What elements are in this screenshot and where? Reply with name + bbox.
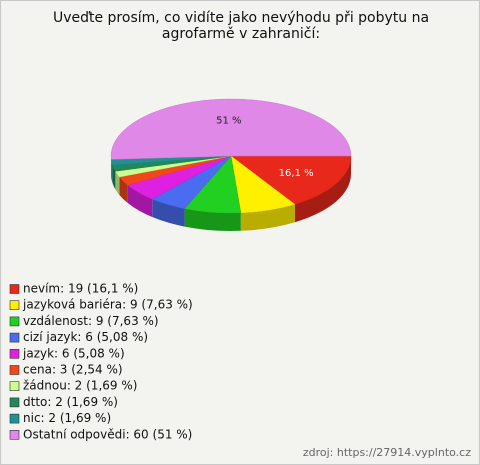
slice-side (127, 185, 153, 218)
legend-swatch (9, 413, 20, 424)
legend-label: dtto: 2 (1,69 %) (23, 395, 118, 409)
source: zdroj: https://27914.vyplnto.cz (303, 446, 471, 459)
slice-side (112, 165, 116, 190)
legend-swatch (9, 365, 20, 375)
legend-swatch (9, 300, 20, 311)
slice-side (152, 199, 185, 227)
slice-side (115, 171, 120, 195)
legend-swatch (9, 284, 20, 294)
legend-label: cena: 3 (2,54 %) (23, 363, 123, 377)
legend-swatch (9, 348, 20, 359)
legend-swatch (9, 429, 20, 440)
slice (230, 155, 352, 205)
slice-side (111, 159, 113, 184)
legend-label: jazyková bariéra: 9 (7,63 %) (22, 298, 193, 312)
legend-swatch (9, 381, 20, 392)
legend-swatch (9, 397, 20, 408)
slice-side (184, 208, 241, 232)
data-label: 16,1 % (279, 168, 314, 179)
legend-label: cizí jazyk: 6 (5,08 %) (23, 330, 148, 344)
legend-label: nevím: 19 (16,1 %) (23, 282, 138, 296)
legend-label: Ostatní odpovědi: 60 (51 %) (23, 427, 192, 441)
legend-label: žádnou: 2 (1,69 %) (23, 379, 137, 393)
legend-label: vzdálenost: 9 (7,63 %) (23, 314, 159, 328)
legend-label: nic: 2 (1,69 %) (23, 411, 111, 425)
slice (110, 98, 352, 160)
slice-side (294, 156, 351, 223)
chart-title: Uveďte prosím, co vidíte jako nevýhodu p… (52, 10, 430, 42)
legend-swatch (9, 316, 20, 327)
legend-swatch (9, 332, 20, 343)
data-label: 51 % (216, 116, 241, 127)
legend-label: jazyk: 6 (5,08 %) (22, 346, 125, 360)
slice-side (240, 204, 295, 231)
